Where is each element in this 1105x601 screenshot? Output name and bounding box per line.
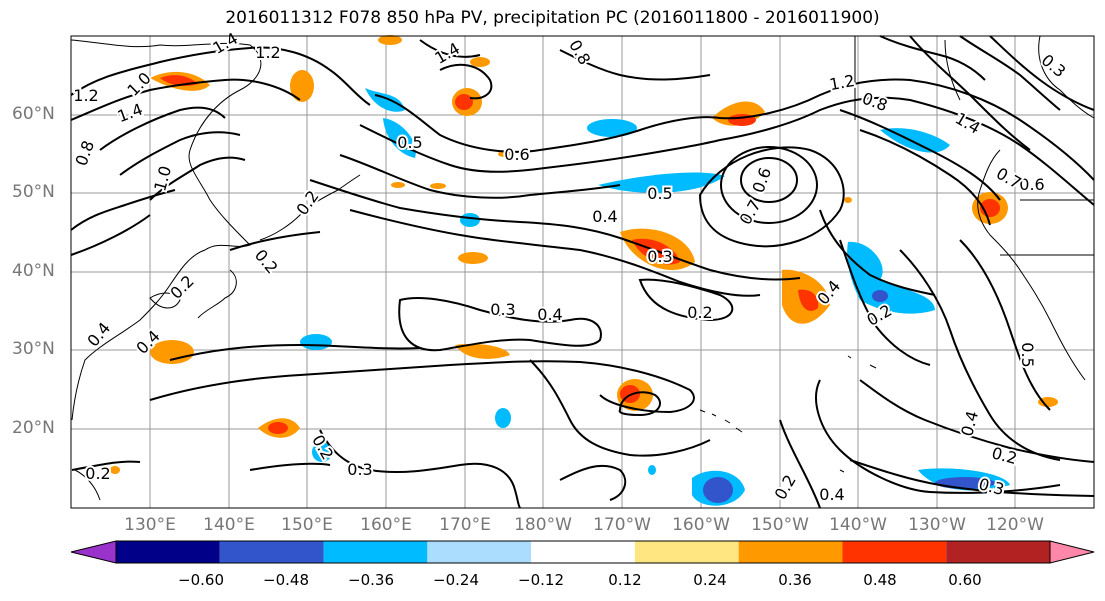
lon-label-170e: 170°E: [439, 515, 491, 535]
chart-title: 2016011312 F078 850 hPa PV, precipitatio…: [225, 8, 880, 28]
lon-label-150w: 150°W: [751, 515, 809, 535]
lon-label-140w: 140°W: [829, 515, 887, 535]
contour-label: 0.2: [687, 303, 712, 322]
contour-label: 0.5: [1018, 342, 1037, 367]
contour-label-halo: 0.2: [85, 464, 110, 483]
lat-label-50n: 50°N: [12, 182, 55, 202]
colorbar-tick-label: −0.24: [433, 571, 479, 589]
coastlines: [70, 35, 1095, 501]
contour-label: 1.2: [255, 43, 280, 62]
colorbar-tick-label: −0.48: [263, 571, 309, 589]
colorbar-segment: [634, 541, 739, 563]
contour-label: 0.4: [592, 207, 617, 226]
contour-label: 0.6: [1019, 175, 1044, 194]
contour-label-halo: 0.5: [647, 184, 672, 203]
lon-label-120w: 120°W: [986, 515, 1044, 535]
lon-label-160w: 160°W: [672, 515, 730, 535]
contour-label-halo: 0.5: [1018, 342, 1037, 367]
colorbar-tick-label: 0.24: [693, 571, 727, 589]
lon-label-150e: 150°E: [281, 515, 333, 535]
contour-label-halo: 1.2: [73, 86, 98, 105]
lat-label-60n: 60°N: [12, 104, 55, 124]
contour-label-halo: 0.3: [347, 460, 372, 479]
pv-contours: [70, 35, 1095, 509]
lon-label-160e: 160°E: [360, 515, 412, 535]
contour-label: 0.3: [647, 247, 672, 266]
contour-label-halo: 0.6: [504, 145, 529, 164]
contour-label-halo: 0.5: [397, 133, 422, 152]
colorbar-segment: [738, 541, 843, 563]
colorbar-segment: [219, 541, 324, 563]
colorbar-tick-label: 0.12: [608, 571, 642, 589]
contour-label: 0.3: [490, 300, 515, 319]
contour-label: 0.6: [504, 145, 529, 164]
contour-label-halo: 0.4: [537, 305, 562, 324]
lon-label-130w: 130°W: [908, 515, 966, 535]
colorbar-segment: [323, 541, 428, 563]
contour-label: 0.4: [537, 305, 562, 324]
contour-label-halo: 0.6: [1019, 175, 1044, 194]
colorbar-tick-label: 0.48: [863, 571, 897, 589]
colorbar-tick-label: −0.36: [348, 571, 394, 589]
contour-label-halo: 0.4: [819, 485, 844, 504]
lon-label-170w: 170°W: [593, 515, 651, 535]
lon-label-180w: 180°W: [514, 515, 572, 535]
lat-label-30n: 30°N: [12, 339, 55, 359]
lat-label-20n: 20°N: [12, 418, 55, 438]
contour-label: 0.5: [397, 133, 422, 152]
lon-label-140e: 140°E: [203, 515, 255, 535]
colorbar-segment: [427, 541, 532, 563]
precip-shading: [110, 35, 1058, 506]
colorbar: [70, 540, 1095, 564]
contour-label-halo: 0.3: [647, 247, 672, 266]
colorbar-segment: [531, 541, 635, 563]
colorbar-extend-low: [70, 540, 117, 564]
contour-label-halo: 0.3: [490, 300, 515, 319]
colorbar-segment: [116, 541, 220, 563]
contour-label: 1.2: [73, 86, 98, 105]
colorbar-tick-label: 0.36: [778, 571, 812, 589]
contour-label: 0.3: [347, 460, 372, 479]
map-frame: [70, 35, 1095, 509]
colorbar-tick-label: 0.60: [948, 571, 982, 589]
colorbar-outline: [115, 540, 1051, 564]
contour-label: 0.2: [85, 464, 110, 483]
colorbar-tick-label: −0.60: [178, 571, 224, 589]
lon-label-130e: 130°E: [124, 515, 176, 535]
contour-label: 0.4: [819, 485, 844, 504]
contour-label-halo: 0.2: [687, 303, 712, 322]
colorbar-segment: [946, 541, 1050, 563]
contour-label: 1.2: [828, 71, 856, 94]
lat-label-40n: 40°N: [12, 261, 55, 281]
contour-label-halo: 0.4: [592, 207, 617, 226]
contour-label: 0.5: [647, 184, 672, 203]
colorbar-tick-label: −0.12: [518, 571, 564, 589]
colorbar-segment: [842, 541, 947, 563]
contour-label-halo: 1.2: [255, 43, 280, 62]
colorbar-extend-high: [1049, 540, 1095, 564]
